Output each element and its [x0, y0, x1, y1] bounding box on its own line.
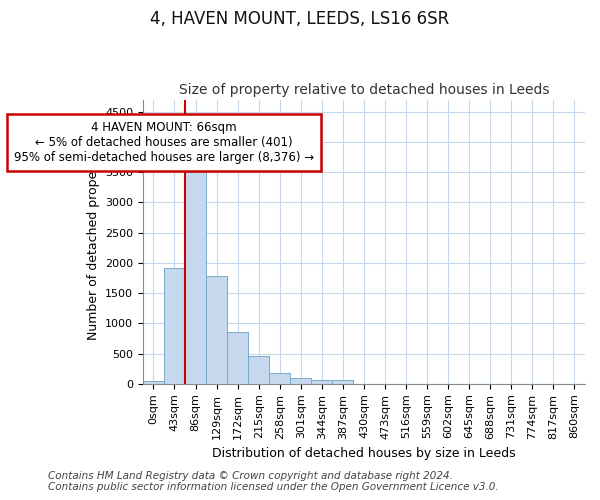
Bar — [185, 172, 206, 384]
Bar — [143, 381, 164, 384]
Bar — [269, 373, 290, 384]
Bar — [290, 378, 311, 384]
Text: 4 HAVEN MOUNT: 66sqm
← 5% of detached houses are smaller (401)
95% of semi-detac: 4 HAVEN MOUNT: 66sqm ← 5% of detached ho… — [14, 120, 314, 164]
Bar — [164, 268, 185, 384]
Bar — [206, 276, 227, 384]
Title: Size of property relative to detached houses in Leeds: Size of property relative to detached ho… — [179, 83, 549, 97]
X-axis label: Distribution of detached houses by size in Leeds: Distribution of detached houses by size … — [212, 447, 516, 460]
Bar — [311, 380, 332, 384]
Text: Contains HM Land Registry data © Crown copyright and database right 2024.
Contai: Contains HM Land Registry data © Crown c… — [48, 471, 499, 492]
Bar — [227, 332, 248, 384]
Bar — [332, 380, 353, 384]
Bar — [248, 356, 269, 384]
Y-axis label: Number of detached properties: Number of detached properties — [86, 143, 100, 340]
Text: 4, HAVEN MOUNT, LEEDS, LS16 6SR: 4, HAVEN MOUNT, LEEDS, LS16 6SR — [151, 10, 449, 28]
